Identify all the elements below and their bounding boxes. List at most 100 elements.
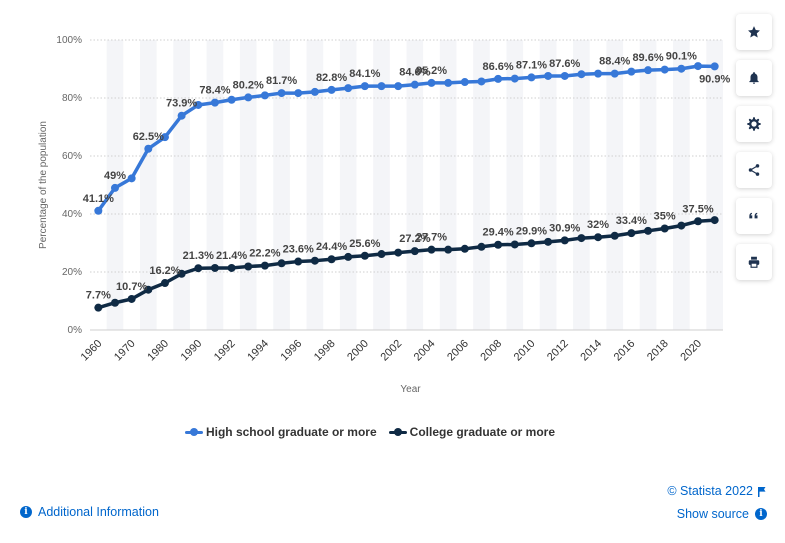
data-point [610,231,619,240]
gear-icon [747,117,761,131]
data-point [644,226,653,235]
data-label: 78.4% [199,85,230,97]
background-band [206,40,224,330]
data-label: 29.4% [483,227,514,239]
data-label: 88.4% [599,56,630,68]
x-tick-label: 1980 [145,338,171,364]
data-point [694,62,703,71]
y-tick-label: 0% [68,325,83,336]
x-tick-label: 1960 [79,338,105,364]
x-tick-label: 2002 [378,338,404,364]
background-band [573,40,590,330]
x-tick-label: 2010 [512,338,538,364]
background-band [139,40,157,330]
legend-item-high-school[interactable]: High school graduate or more [184,425,377,439]
gridlines: 0% 20% 40% 60% 80% 100% [56,35,723,336]
legend-symbol-high-school [184,427,203,437]
x-tick-label: 1970 [112,338,138,364]
y-tick-label: 60% [62,151,82,162]
data-point [194,100,203,109]
background-band [406,40,424,330]
x-tick-label: 2000 [345,338,371,364]
data-label: 73.9% [166,98,197,110]
data-point [527,73,536,82]
info-icon: i [20,506,32,518]
data-point [427,78,436,87]
notification-button[interactable] [736,60,772,96]
data-label: 84.1% [349,68,380,80]
x-tick-label: 2016 [612,338,638,364]
data-point [310,256,319,265]
background-band [306,40,324,330]
data-point [177,269,186,278]
share-button[interactable] [736,152,772,188]
background-band [639,40,657,330]
data-label: 87.6% [549,58,580,70]
data-point [144,285,153,294]
data-point [344,252,353,261]
data-label: 29.9% [516,225,547,237]
data-point [544,237,553,246]
data-point [110,298,119,307]
data-point [510,240,519,249]
data-label: 87.1% [516,59,547,71]
data-label: 37.5% [682,203,713,215]
data-point [210,263,219,272]
settings-button[interactable] [736,106,772,142]
print-button[interactable] [736,244,772,280]
chart-svg: 0%20%40%60%80%100%1960 1970 1980 1990 1992 19… [38,35,730,395]
data-point [327,85,336,94]
y-axis-title: Percentage of the population [38,121,49,249]
data-labels-high-school: 41.1%49%62.5%73.9%78.4% 80.2% 81.7% 82.8% 84… [83,51,730,205]
data-point [244,93,253,102]
data-label: 81.7% [266,75,297,87]
legend-label-high-school: High school graduate or more [205,425,377,439]
x-axis-title: Year [400,384,421,395]
data-point [394,248,403,257]
favorite-button[interactable] [736,14,772,50]
sidebar-toolbar [736,14,774,290]
data-label: 22.2% [249,248,280,260]
data-point [160,279,169,288]
x-tick-label: 1998 [312,338,338,364]
data-point [127,294,136,303]
data-point [494,74,503,83]
x-tick-label: 1990 [179,338,205,364]
x-tick-label: 2020 [678,338,704,364]
x-tick-label: 2004 [412,338,438,364]
data-point [327,255,336,264]
data-point [644,66,653,75]
background-band [506,40,524,330]
cite-button[interactable] [736,198,772,234]
legend-item-college[interactable]: College graduate or more [388,425,555,439]
data-point [94,206,103,215]
show-source-label: Show source [676,507,749,521]
data-point [194,264,203,273]
data-point [460,244,469,253]
data-label: 27.2% [399,233,430,245]
data-label: 86.6% [483,61,514,73]
data-point [527,239,536,248]
data-label: 85.2% [416,65,447,77]
y-tick-label: 80% [62,93,82,104]
data-label: 89.6% [632,52,663,64]
data-label: 62.5% [133,131,164,143]
data-label: 25.6% [349,238,380,250]
data-label: 82.8% [316,72,347,84]
additional-information-link[interactable]: i Additional Information [20,505,159,519]
data-point [160,133,169,142]
x-tick-label: 2018 [645,338,671,364]
data-point [427,245,436,254]
background-band [373,40,390,330]
y-tick-label: 100% [56,35,82,46]
data-point [144,144,153,153]
data-point [294,257,303,266]
show-source-link[interactable]: Show source i [677,507,767,521]
data-point [710,216,719,225]
series-college [94,216,719,312]
statista-credits[interactable]: © Statista 2022 [667,484,767,498]
data-point [94,303,103,312]
data-label: 21.4% [216,250,247,262]
data-label: 16.2% [149,265,180,277]
data-point [560,236,569,245]
